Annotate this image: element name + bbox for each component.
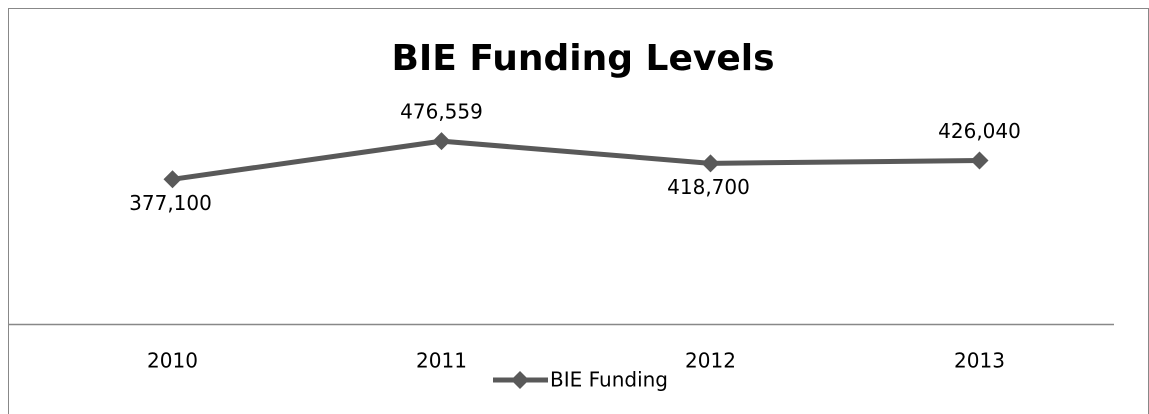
data-label: 426,040	[938, 119, 1021, 143]
series-line	[172, 138, 980, 182]
data-label: 377,100	[129, 191, 212, 215]
data-label: 418,700	[667, 175, 750, 199]
data-point	[432, 132, 451, 151]
data-point	[163, 170, 182, 189]
x-tick-label: 2010	[147, 349, 198, 373]
legend-label: BIE Funding	[550, 368, 668, 392]
x-tick-label: 2012	[685, 349, 736, 373]
x-tick-label: 2011	[416, 349, 467, 373]
chart-title: BIE Funding Levels	[391, 38, 774, 79]
data-label: 476,559	[400, 100, 483, 124]
x-tick-label: 2013	[954, 349, 1005, 373]
data-point	[970, 151, 989, 170]
legend-marker	[511, 371, 529, 389]
data-point	[701, 154, 720, 173]
